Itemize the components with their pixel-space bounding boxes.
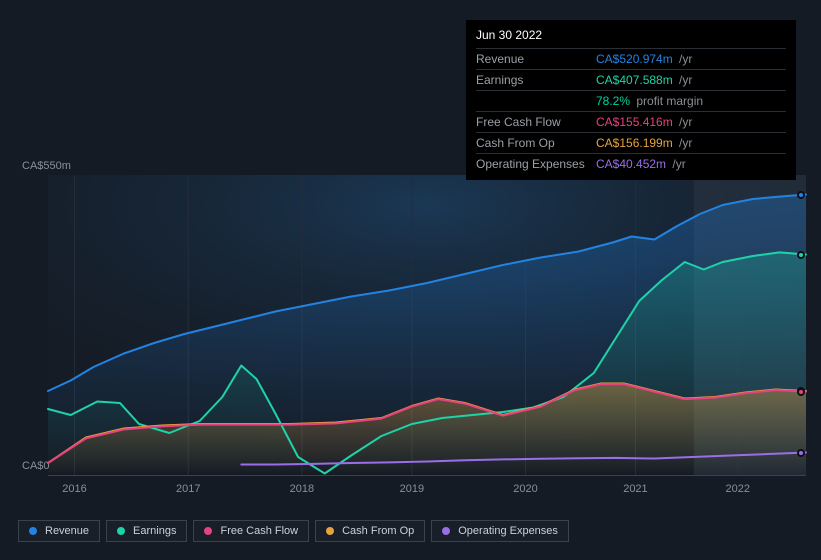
chart-legend: Revenue Earnings Free Cash Flow Cash From O… <box>18 520 569 542</box>
tooltip-date: Jun 30 2022 <box>476 28 786 42</box>
revenue-chart[interactable] <box>48 175 806 475</box>
legend-label: Cash From Op <box>342 525 414 537</box>
tooltip-row-label: Earnings <box>476 73 596 87</box>
tooltip-row-suffix: /yr <box>676 136 693 150</box>
tooltip-row: EarningsCA$407.588m /yr <box>476 69 786 90</box>
tooltip-row-suffix: /yr <box>676 115 693 129</box>
tooltip-row-suffix: /yr <box>669 157 686 171</box>
x-axis-tick: 2021 <box>623 483 647 495</box>
tooltip-row-value: CA$407.588m <box>596 73 673 87</box>
legend-swatch <box>117 527 125 535</box>
chart-tooltip: Jun 30 2022 RevenueCA$520.974m /yrEarnin… <box>466 20 796 180</box>
legend-swatch <box>326 527 334 535</box>
legend-item-earnings[interactable]: Earnings <box>106 520 187 542</box>
legend-label: Free Cash Flow <box>220 525 298 537</box>
tooltip-row-label: Cash From Op <box>476 136 596 150</box>
tooltip-row: RevenueCA$520.974m /yr <box>476 48 786 69</box>
hover-dot-operating_expenses <box>797 449 805 457</box>
tooltip-row-value: CA$156.199m <box>596 136 673 150</box>
hover-dot-free_cash_flow <box>797 388 805 396</box>
x-axis-tick: 2019 <box>400 483 424 495</box>
y-axis-max-label: CA$550m <box>22 160 71 172</box>
legend-item-free_cash_flow[interactable]: Free Cash Flow <box>193 520 309 542</box>
y-axis-zero-label: CA$0 <box>22 460 50 472</box>
x-axis-tick: 2020 <box>513 483 537 495</box>
x-axis-tick: 2022 <box>726 483 750 495</box>
x-axis-tick: 2018 <box>290 483 314 495</box>
tooltip-row-suffix: /yr <box>676 73 693 87</box>
tooltip-row-value: CA$155.416m <box>596 115 673 129</box>
tooltip-row: 78.2% profit margin <box>476 90 786 111</box>
legend-swatch <box>442 527 450 535</box>
x-axis-tick: 2016 <box>62 483 86 495</box>
tooltip-row: Free Cash FlowCA$155.416m /yr <box>476 111 786 132</box>
tooltip-row-value: CA$520.974m <box>596 52 673 66</box>
hover-dot-earnings <box>797 251 805 259</box>
tooltip-row-label: Operating Expenses <box>476 157 596 171</box>
legend-label: Earnings <box>133 525 176 537</box>
tooltip-row: Cash From OpCA$156.199m /yr <box>476 132 786 153</box>
legend-item-operating_expenses[interactable]: Operating Expenses <box>431 520 569 542</box>
legend-label: Revenue <box>45 525 89 537</box>
tooltip-profit-margin-pct: 78.2% <box>596 94 630 108</box>
tooltip-row-suffix: /yr <box>676 52 693 66</box>
legend-item-cash_from_op[interactable]: Cash From Op <box>315 520 425 542</box>
legend-swatch <box>29 527 37 535</box>
tooltip-row-value: CA$40.452m <box>596 157 666 171</box>
tooltip-row: Operating ExpensesCA$40.452m /yr <box>476 153 786 174</box>
hover-dot-revenue <box>797 191 805 199</box>
tooltip-profit-margin-label: profit margin <box>633 94 703 108</box>
legend-label: Operating Expenses <box>458 525 558 537</box>
legend-swatch <box>204 527 212 535</box>
x-axis-tick: 2017 <box>176 483 200 495</box>
tooltip-row-label <box>476 94 596 108</box>
legend-item-revenue[interactable]: Revenue <box>18 520 100 542</box>
tooltip-row-label: Revenue <box>476 52 596 66</box>
tooltip-row-label: Free Cash Flow <box>476 115 596 129</box>
